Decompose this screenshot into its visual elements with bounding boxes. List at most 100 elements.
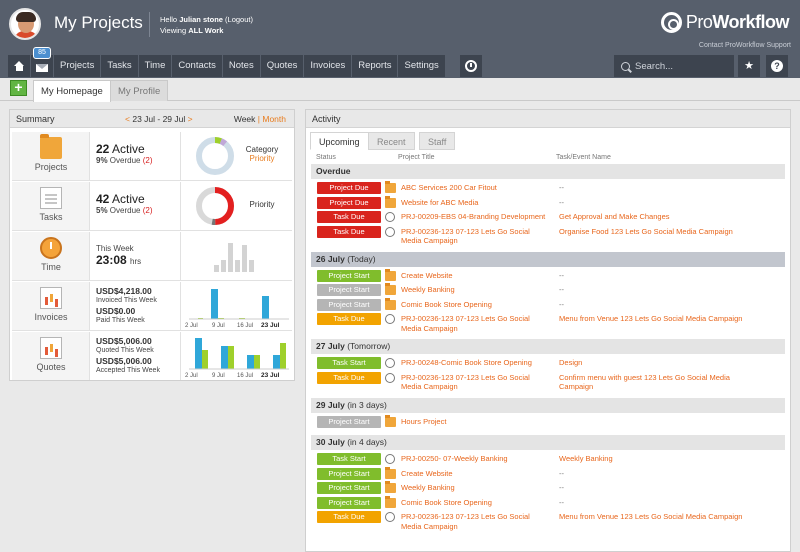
task-circle-icon[interactable] <box>385 358 395 368</box>
invoices-bar[interactable] <box>262 296 269 319</box>
project-title-link[interactable]: PRJ-00250- 07-Weekly Banking <box>401 454 508 463</box>
invoices-link[interactable]: Invoices <box>12 282 90 330</box>
task-circle-icon[interactable] <box>385 226 395 237</box>
project-title-link[interactable]: Weekly Banking <box>401 483 455 492</box>
quotes-bar[interactable] <box>202 350 208 369</box>
favorites-button[interactable]: ★ <box>738 55 760 77</box>
nav-tab-reports[interactable]: Reports <box>352 55 398 77</box>
task-circle-icon[interactable] <box>385 212 395 222</box>
projects-link[interactable]: Projects <box>12 132 90 180</box>
period-week[interactable]: Week <box>233 114 256 124</box>
quotes-link[interactable]: Quotes <box>12 332 90 380</box>
timer-button[interactable] <box>459 55 482 77</box>
project-folder-icon <box>385 466 396 479</box>
quotes-bar[interactable] <box>247 355 254 369</box>
logout-link[interactable]: (Logout) <box>225 15 253 24</box>
time-bar[interactable] <box>249 260 254 272</box>
nav-tab-contacts[interactable]: Contacts <box>172 55 222 77</box>
quoted-caption: Quoted This Week <box>96 347 154 354</box>
nav-tab-notes[interactable]: Notes <box>222 55 260 77</box>
projects-chart-legend: Category Priority <box>237 145 287 163</box>
project-title-link[interactable]: PRJ-00248-Comic Book Store Opening <box>401 358 532 367</box>
tasks-link[interactable]: Tasks <box>12 182 90 230</box>
task-event-name[interactable]: Organise Food 123 Lets Go Social Media C… <box>559 226 733 236</box>
period-month[interactable]: Month <box>262 114 286 124</box>
quotes-bar[interactable] <box>195 338 202 369</box>
axis-label: 9 Jul <box>212 323 225 329</box>
quotes-label: Quotes <box>36 362 66 372</box>
task-event-name[interactable]: Weekly Banking <box>559 454 613 463</box>
time-bar[interactable] <box>235 260 240 272</box>
time-bar[interactable] <box>214 265 219 272</box>
task-event-name[interactable]: Confirm menu with guest 123 Lets Go Soci… <box>559 372 730 392</box>
project-title-link[interactable]: Website for ABC Media <box>401 197 479 207</box>
next-week-button[interactable]: > <box>187 114 193 124</box>
quotes-bar[interactable] <box>273 355 280 369</box>
tasks-chart-legend[interactable]: Priority <box>249 200 275 209</box>
group-suffix: (Tomorrow) <box>347 341 391 351</box>
legend-priority[interactable]: Priority <box>249 154 275 163</box>
project-title-link[interactable]: Comic Book Store Opening <box>401 299 492 309</box>
add-button[interactable]: + <box>10 80 27 96</box>
time-bar[interactable] <box>228 243 233 272</box>
task-event-name[interactable]: Menu from Venue 123 Lets Go Social Media… <box>559 512 743 521</box>
tab-my-homepage[interactable]: My Homepage <box>33 80 111 102</box>
time-bar[interactable] <box>221 260 226 272</box>
project-title-link[interactable]: Hours Project <box>401 416 447 426</box>
task-event-name: -- <box>559 270 564 280</box>
date-range-label: 23 Jul - 29 Jul <box>132 114 186 124</box>
task-circle-icon[interactable] <box>385 314 395 324</box>
avatar[interactable] <box>9 8 41 40</box>
tab-recent[interactable]: Recent <box>368 132 415 150</box>
search-icon <box>621 61 630 71</box>
time-bar[interactable] <box>242 245 247 272</box>
viewing-value[interactable]: ALL Work <box>188 26 224 35</box>
nav-tab-projects[interactable]: Projects <box>54 55 101 77</box>
messages-button[interactable]: 85 <box>31 47 53 77</box>
help-button[interactable]: ? <box>766 55 788 77</box>
project-title-link[interactable]: PRJ-00209-EBS 04-Branding Development <box>401 212 546 221</box>
task-circle-icon[interactable] <box>385 372 395 383</box>
task-circle-icon[interactable] <box>385 454 395 464</box>
nav-tab-tasks[interactable]: Tasks <box>101 55 138 77</box>
tab-my-profile[interactable]: My Profile <box>110 80 169 101</box>
tasks-priority-donut[interactable] <box>195 186 235 226</box>
quotes-bar[interactable] <box>221 346 228 369</box>
project-title-link[interactable]: Create Website <box>401 270 453 280</box>
project-title-link[interactable]: Weekly Banking <box>401 285 455 294</box>
quotes-bar[interactable] <box>280 343 286 369</box>
quotes-bar[interactable] <box>254 355 260 369</box>
prev-week-button[interactable]: < <box>125 114 130 124</box>
project-title-link[interactable]: PRJ-00236-123 07-123 Lets Go Social Medi… <box>401 512 530 531</box>
task-circle-icon[interactable] <box>385 512 395 522</box>
support-link[interactable]: Contact ProWorkflow Support <box>698 42 791 49</box>
project-title-link[interactable]: PRJ-00236-123 07-123 Lets Go Social Medi… <box>401 226 530 246</box>
project-title-link[interactable]: PRJ-00236-123 07-123 Lets Go Social Medi… <box>401 314 530 333</box>
task-event-name[interactable]: Menu from Venue 123 Lets Go Social Media… <box>559 314 743 323</box>
project-title-link[interactable]: PRJ-00236-123 07-123 Lets Go Social Medi… <box>401 372 530 392</box>
legend-category[interactable]: Category <box>245 145 279 154</box>
quotes-bar[interactable] <box>228 346 234 369</box>
nav-tab-time[interactable]: Time <box>138 55 172 77</box>
tab-staff[interactable]: Staff <box>419 132 456 150</box>
nav-tab-quotes[interactable]: Quotes <box>260 55 304 77</box>
tasks-overdue-count[interactable]: (2) <box>142 206 153 215</box>
title-divider <box>149 12 150 37</box>
nav-tab-settings[interactable]: Settings <box>398 55 445 77</box>
task-event-name[interactable]: Get Approval and Make Changes <box>559 212 670 221</box>
project-title-link[interactable]: Create Website <box>401 468 453 478</box>
search-input[interactable] <box>635 60 725 72</box>
project-title-link[interactable]: ABC Services 200 Car Fitout <box>401 183 497 192</box>
tab-upcoming[interactable]: Upcoming <box>310 132 369 150</box>
summary-row-quotes: Quotes USD$5,006.00 Quoted This Week USD… <box>12 332 292 381</box>
project-folder-icon <box>385 268 396 281</box>
invoices-bar[interactable] <box>211 289 218 319</box>
home-button[interactable] <box>8 55 30 77</box>
time-link[interactable]: Time <box>12 232 90 280</box>
project-title-link[interactable]: Comic Book Store Opening <box>401 497 492 507</box>
projects-category-donut[interactable] <box>195 136 235 176</box>
task-event-name[interactable]: Design <box>559 358 583 367</box>
group-title: 29 July <box>316 399 345 410</box>
projects-overdue-count[interactable]: (2) <box>142 156 153 165</box>
nav-tab-invoices[interactable]: Invoices <box>304 55 352 77</box>
